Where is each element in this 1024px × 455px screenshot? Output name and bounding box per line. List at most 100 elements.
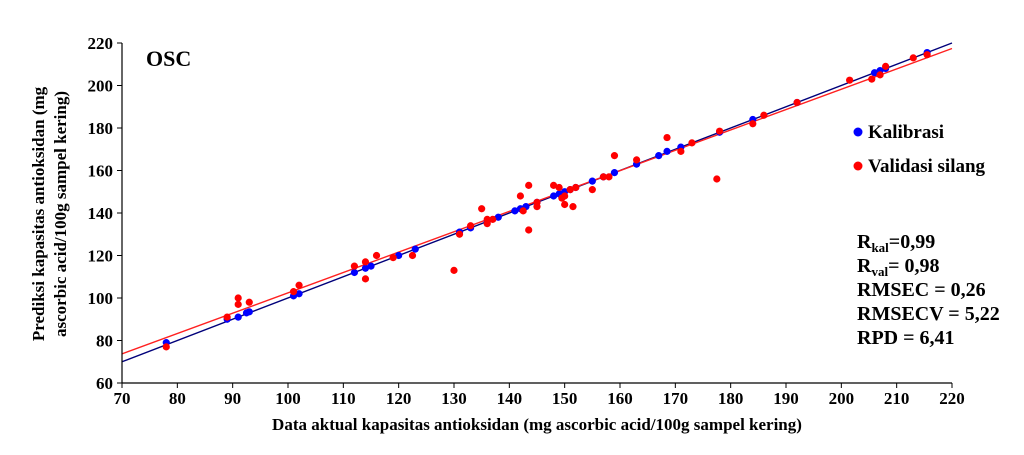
- point-validasi-silang: [793, 98, 801, 107]
- point-validasi-silang: [599, 173, 608, 181]
- point-kalibrasi: [395, 251, 403, 260]
- panel-label: OSC: [146, 46, 191, 71]
- x-tick-label: 220: [939, 389, 965, 408]
- point-validasi-silang: [533, 198, 541, 206]
- point-kalibrasi: [870, 69, 879, 77]
- x-tick-label: 80: [169, 389, 186, 408]
- x-tick-label: 110: [331, 389, 356, 408]
- x-tick-label: 140: [497, 389, 523, 408]
- point-validasi-silang: [525, 226, 533, 234]
- point-kalibrasi: [511, 207, 519, 215]
- point-validasi-silang: [372, 251, 381, 260]
- legend-marker-kalibrasi: [853, 127, 863, 137]
- point-validasi-silang: [876, 71, 884, 79]
- point-validasi-silang: [525, 181, 533, 189]
- point-validasi-silang: [846, 76, 854, 84]
- point-validasi-silang: [450, 266, 458, 274]
- y-tick-label: 60: [96, 374, 113, 393]
- point-validasi-silang: [467, 222, 475, 230]
- point-validasi-silang: [350, 262, 358, 270]
- point-validasi-silang: [688, 139, 696, 147]
- point-validasi-silang: [361, 275, 370, 283]
- point-validasi-silang: [561, 200, 569, 209]
- x-tick-label: 130: [441, 389, 467, 408]
- y-axis-ticks: 60 80 100 120 140 160 180 200 220: [88, 34, 122, 393]
- point-validasi-silang: [234, 300, 242, 308]
- point-validasi-silang: [923, 51, 931, 59]
- y-tick-label: 200: [88, 77, 114, 96]
- x-tick-label: 190: [773, 389, 799, 408]
- point-validasi-silang: [572, 183, 580, 192]
- x-tick-label: 170: [663, 389, 689, 408]
- point-validasi-silang: [663, 133, 671, 142]
- x-tick-label: 90: [224, 389, 241, 408]
- point-kalibrasi: [655, 152, 663, 160]
- data-points: [162, 48, 931, 351]
- point-validasi-silang: [483, 220, 491, 228]
- y-tick-label: 220: [88, 34, 114, 53]
- point-validasi-silang: [519, 207, 527, 215]
- x-tick-label: 100: [275, 389, 301, 408]
- x-tick-label: 70: [114, 389, 131, 408]
- point-validasi-silang: [489, 215, 497, 223]
- point-kalibrasi: [361, 264, 370, 272]
- point-validasi-silang: [408, 251, 417, 260]
- x-axis-title: Data aktual kapasitas antioksidan (mg as…: [272, 415, 802, 434]
- point-validasi-silang: [610, 152, 619, 160]
- point-kalibrasi: [367, 262, 375, 270]
- point-kalibrasi: [550, 192, 558, 200]
- point-validasi-silang: [909, 54, 917, 62]
- point-validasi-silang: [566, 186, 574, 194]
- y-tick-label: 100: [88, 289, 114, 308]
- point-kalibrasi: [610, 169, 619, 177]
- point-validasi-silang: [760, 111, 768, 119]
- point-validasi-silang: [361, 258, 370, 266]
- x-tick-label: 210: [884, 389, 910, 408]
- point-validasi-silang: [633, 156, 641, 164]
- x-tick-label: 120: [386, 389, 412, 408]
- point-validasi-silang: [882, 62, 890, 70]
- point-validasi-silang: [289, 288, 298, 296]
- x-tick-label: 160: [607, 389, 633, 408]
- point-validasi-silang: [868, 75, 876, 83]
- point-validasi-silang: [478, 205, 486, 213]
- stat-line: Rkal=0,99: [857, 231, 935, 255]
- point-validasi-silang: [516, 192, 525, 200]
- point-validasi-silang: [162, 343, 170, 351]
- x-axis-ticks: 70 80 90 100 110 120 130 140 150 160 170 180 190 200 2…: [114, 383, 965, 408]
- point-kalibrasi: [295, 290, 303, 298]
- point-validasi-silang: [713, 175, 721, 183]
- point-kalibrasi: [588, 177, 596, 185]
- point-validasi-silang: [677, 147, 685, 155]
- y-tick-label: 140: [88, 204, 114, 223]
- stat-line: Rval= 0,98: [857, 255, 939, 279]
- point-kalibrasi: [411, 245, 419, 253]
- y-tick-label: 80: [96, 332, 113, 351]
- stat-line: RPD = 6,41: [857, 327, 955, 349]
- point-validasi-silang: [561, 192, 569, 200]
- point-kalibrasi: [245, 308, 253, 316]
- y-tick-label: 120: [88, 247, 114, 266]
- y-axis-title-line2: ascorbic acid/100g sampel kering): [51, 91, 70, 337]
- point-validasi-silang: [223, 313, 231, 321]
- point-kalibrasi: [350, 268, 358, 277]
- point-validasi-silang: [555, 183, 563, 192]
- legend: Kalibrasi Validasi silang: [853, 122, 986, 177]
- y-tick-label: 180: [88, 119, 114, 138]
- legend-marker-validasi-silang: [853, 161, 863, 171]
- point-validasi-silang: [295, 281, 303, 289]
- x-tick-label: 150: [552, 389, 578, 408]
- point-validasi-silang: [749, 120, 757, 128]
- point-validasi-silang: [245, 298, 253, 306]
- y-tick-label: 160: [88, 162, 114, 181]
- point-validasi-silang: [550, 181, 558, 189]
- x-tick-label: 200: [829, 389, 855, 408]
- x-tick-label: 180: [718, 389, 744, 408]
- point-validasi-silang: [569, 203, 577, 211]
- point-kalibrasi: [494, 213, 502, 221]
- point-validasi-silang: [605, 173, 613, 181]
- y-axis-title-line1: Prediksi kapasitas antioksidan (mg: [29, 86, 48, 341]
- point-kalibrasi: [663, 147, 671, 155]
